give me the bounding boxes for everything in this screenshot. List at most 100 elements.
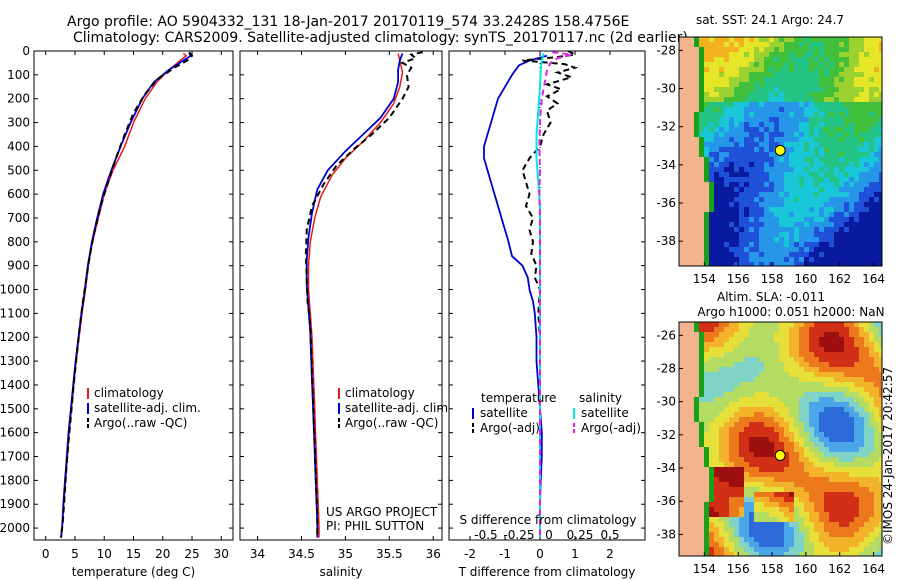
y-tick-label: 1500 xyxy=(0,402,30,416)
y-tick-label: 1300 xyxy=(0,354,30,368)
legend-label: satellite-adj. clim. xyxy=(94,401,201,415)
y-tick-label: 500 xyxy=(7,163,30,177)
salinity-diff-tick-label: 0.5 xyxy=(600,528,619,542)
argo-float-marker xyxy=(774,144,786,156)
map-x-tick-label: 156 xyxy=(727,562,750,576)
sst-map-field xyxy=(679,37,882,266)
map-y-tick-label: -36 xyxy=(656,494,676,508)
y-tick-label: 1100 xyxy=(0,306,30,320)
map-y-tick-label: -32 xyxy=(656,120,676,134)
map-y-tick-label: -32 xyxy=(656,428,676,442)
x-tick-label: 0 xyxy=(536,547,544,561)
project-annotation: PI: PHIL SUTTON xyxy=(326,519,424,533)
y-tick-label: 1800 xyxy=(0,473,30,487)
legend-label: satellite xyxy=(581,406,629,420)
salinity-diff-tick-label: 0 xyxy=(545,528,553,542)
map-x-tick-label: 154 xyxy=(693,562,716,576)
x-tick-label: 36 xyxy=(426,547,441,561)
temperature-panel: 0 5 10 15 20 25 30 temperature (deg C) 0 100 200 30… xyxy=(0,44,234,579)
map-y-tick-label: -38 xyxy=(656,234,676,248)
x-tick-label: 10 xyxy=(97,547,112,561)
y-tick-label: 1400 xyxy=(0,378,30,392)
sst-map-panel: sat. SST: 24.1 Argo: 24.7 154 156 158 160 162… xyxy=(656,13,885,286)
x-tick-label: 35.5 xyxy=(376,547,403,561)
argo-float-marker xyxy=(774,449,786,461)
sst-map-frame xyxy=(678,36,883,267)
map-y-tick-label: -26 xyxy=(656,328,676,342)
y-tick-label: 0 xyxy=(22,44,30,58)
salinity-diff-tick-label: -0.5 xyxy=(474,528,497,542)
map-y-tick-label: -30 xyxy=(656,395,676,409)
sla-map-title: Altim. SLA: -0.011 xyxy=(717,290,825,304)
x-tick-label: -1 xyxy=(499,547,511,561)
map-x-tick-label: 158 xyxy=(761,562,784,576)
y-tick-label: 600 xyxy=(7,187,30,201)
y-tick-label: 2000 xyxy=(0,521,30,535)
plot-frame xyxy=(239,50,443,541)
map-x-tick-label: 162 xyxy=(828,272,851,286)
y-tick-label: 1600 xyxy=(0,426,30,440)
legend-label: Argo(-adj) xyxy=(480,421,540,435)
salinity-diff-axis-label: S difference from climatology xyxy=(460,513,637,527)
salinity-diff-tick-label: -0.25 xyxy=(503,528,534,542)
legend-label: climatology xyxy=(345,386,415,400)
salinity-panel: 34 34.5 35 35.5 36 salinity climatologysatelli… xyxy=(239,50,452,579)
x-tick-label: -2 xyxy=(464,547,476,561)
header-line2: Climatology: CARS2009. Satellite-adjuste… xyxy=(73,30,688,46)
x-tick-label: 0 xyxy=(42,547,50,561)
salinity-diff-tick-label: 0.25 xyxy=(567,528,594,542)
x-tick-label: 35 xyxy=(338,547,353,561)
x-tick-label: 2 xyxy=(606,547,614,561)
map-x-tick-label: 164 xyxy=(862,562,885,576)
x-axis-label: temperature (deg C) xyxy=(72,565,195,579)
y-tick-label: 900 xyxy=(7,259,30,273)
map-y-tick-label: -34 xyxy=(656,461,676,475)
sla-map-field xyxy=(679,322,882,556)
legend-label: Argo(..raw -QC) xyxy=(94,416,187,430)
y-tick-label: 300 xyxy=(7,116,30,130)
argo-line xyxy=(59,51,194,538)
legend-label: Argo(-adj) xyxy=(581,421,641,435)
sla-map-frame xyxy=(678,321,883,557)
y-tick-label: 1700 xyxy=(0,450,30,464)
map-y-tick-label: -28 xyxy=(656,361,676,375)
sst-map-title: sat. SST: 24.1 Argo: 24.7 xyxy=(696,13,844,27)
y-tick-label: 100 xyxy=(7,68,30,82)
imos-timestamp: ©IMOS 24-Jan-2017 20:42:57 xyxy=(881,367,895,545)
map-y-tick-label: -36 xyxy=(656,196,676,210)
map-y-tick-label: -28 xyxy=(656,43,676,57)
map-x-tick-label: 160 xyxy=(794,272,817,286)
legend-label: Argo(..raw -QC) xyxy=(345,416,438,430)
legend-header-salinity: salinity xyxy=(579,391,622,405)
y-tick-label: 1000 xyxy=(0,283,30,297)
y-tick-label: 1900 xyxy=(0,497,30,511)
x-tick-label: 1 xyxy=(571,547,579,561)
x-tick-label: 34 xyxy=(250,547,265,561)
y-tick-label: 200 xyxy=(7,92,30,106)
map-x-tick-label: 156 xyxy=(727,272,750,286)
sla-map-subtitle: Argo h1000: 0.051 h2000: NaN xyxy=(697,305,884,319)
map-x-tick-label: 154 xyxy=(693,272,716,286)
map-x-tick-label: 158 xyxy=(761,272,784,286)
x-tick-label: 5 xyxy=(71,547,79,561)
climatology-line xyxy=(307,53,404,538)
y-tick-label: 700 xyxy=(7,211,30,225)
x-axis-label: T difference from climatology xyxy=(458,565,636,579)
legend-label: satellite-adj. clim. xyxy=(345,401,452,415)
y-tick-label: 1200 xyxy=(0,330,30,344)
x-axis-label: salinity xyxy=(319,565,362,579)
map-y-tick-label: -38 xyxy=(656,527,676,541)
header-line1: Argo profile: AO 5904332_131 18-Jan-2017… xyxy=(67,14,629,30)
project-annotation: US ARGO PROJECT xyxy=(326,505,438,519)
x-tick-label: 34.5 xyxy=(288,547,315,561)
legend-header-temperature: temperature xyxy=(481,391,556,405)
legend-label: satellite xyxy=(480,406,528,420)
map-y-tick-label: -34 xyxy=(656,158,676,172)
x-tick-label: 15 xyxy=(126,547,141,561)
map-y-tick-label: -30 xyxy=(656,82,676,96)
y-tick-label: 400 xyxy=(7,139,30,153)
map-x-tick-label: 160 xyxy=(794,562,817,576)
map-x-tick-label: 162 xyxy=(828,562,851,576)
